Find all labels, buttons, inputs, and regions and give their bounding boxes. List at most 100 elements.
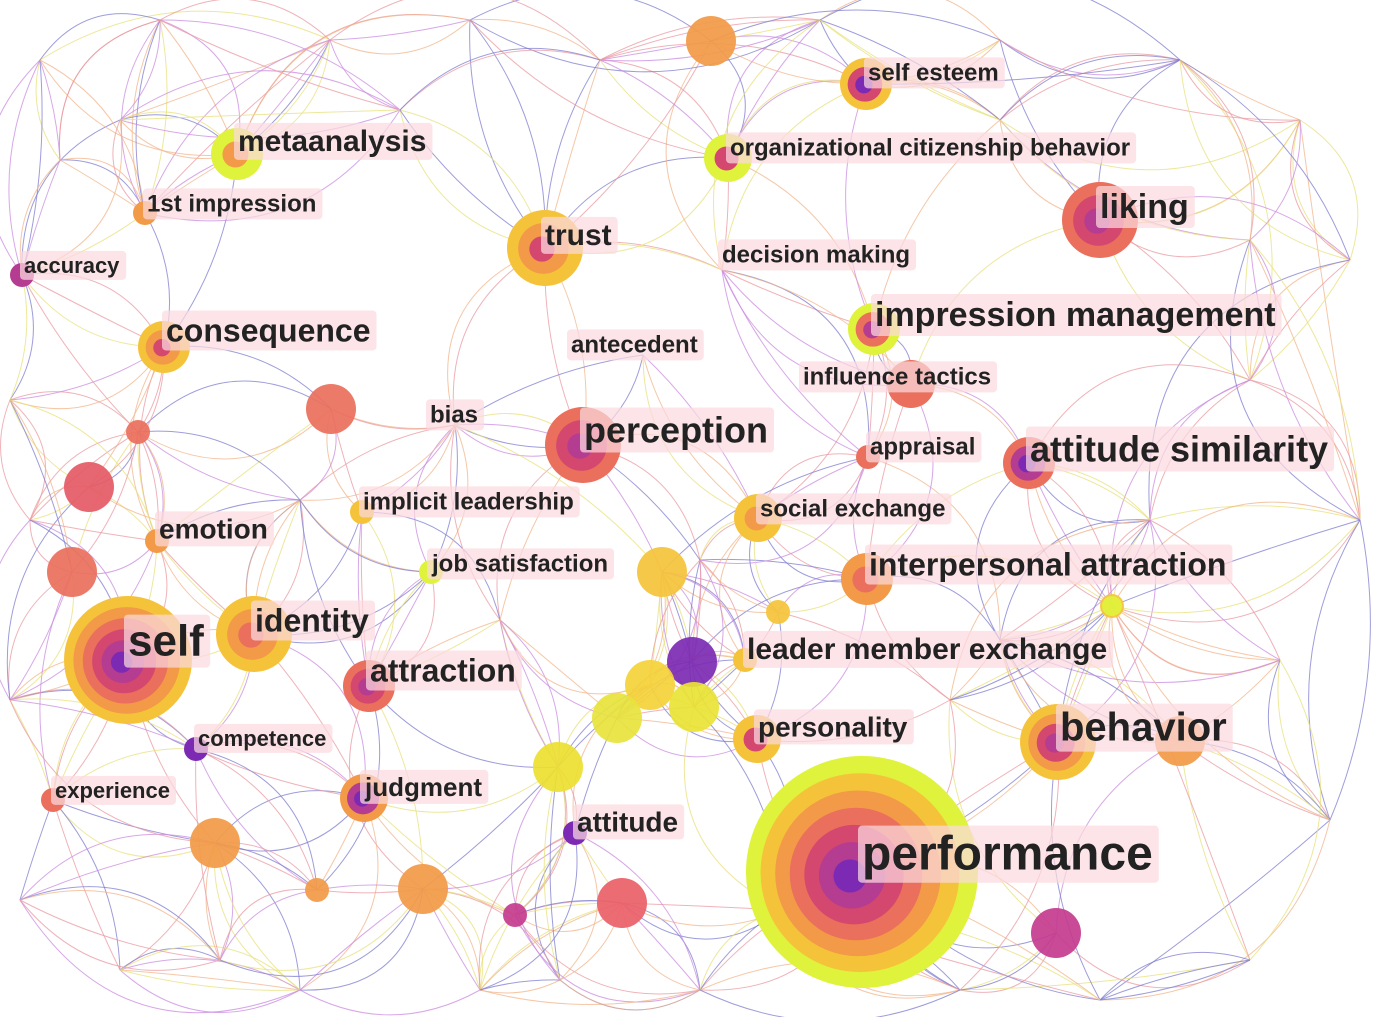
network-edge — [514, 914, 701, 995]
label-background — [359, 486, 580, 518]
network-edge — [710, 9, 1001, 42]
label-attraction: attraction — [366, 650, 522, 691]
network-edge — [137, 430, 301, 501]
unlabeled-node — [503, 903, 527, 927]
network-edge — [1111, 605, 1281, 661]
network-edge — [58, 19, 161, 161]
network-edge — [9, 274, 28, 401]
label-social-exchange: social exchange — [756, 493, 952, 525]
network-edge — [9, 399, 73, 573]
network-edge — [195, 748, 318, 891]
unlabeled-node — [637, 547, 687, 597]
node-label: leader member exchange — [747, 633, 1107, 666]
network-edge — [845, 83, 875, 330]
network-edge — [1149, 505, 1361, 521]
label-background — [427, 548, 615, 580]
unlabeled-node — [597, 878, 647, 928]
network-edge — [543, 766, 561, 981]
network-edge — [329, 19, 471, 55]
network-edge — [399, 49, 601, 111]
label-job-satisfaction: job satisfaction — [427, 548, 615, 580]
label-background — [799, 361, 998, 393]
node-label: behavior — [1060, 706, 1227, 750]
network-edge — [119, 70, 401, 121]
network-edge — [450, 424, 501, 621]
unlabeled-node — [126, 420, 150, 444]
network-edge — [9, 399, 73, 573]
network-edge — [1249, 239, 1361, 521]
network-edge — [1299, 119, 1361, 521]
label-background — [865, 544, 1233, 585]
label-background — [718, 239, 917, 271]
network-edge — [19, 899, 221, 961]
network-edge — [867, 456, 1001, 641]
network-edge — [819, 0, 1001, 41]
label-personality: personality — [754, 709, 914, 745]
network-edge — [159, 19, 401, 111]
network-edge — [642, 354, 759, 519]
label-background — [864, 57, 1005, 89]
label-implicit-leadership: implicit leadership — [359, 486, 580, 518]
network-edge — [299, 797, 379, 991]
label-background — [754, 709, 914, 745]
network-edge — [39, 59, 238, 157]
unlabeled-node — [592, 693, 642, 743]
network-edge — [665, 40, 723, 271]
network-edge — [19, 886, 221, 961]
network-edge — [163, 345, 332, 410]
label-background — [871, 293, 1282, 336]
network-edge — [19, 899, 301, 1014]
node-label: experience — [55, 778, 170, 803]
label-self-esteem: self esteem — [864, 57, 1005, 89]
node-label: attitude similarity — [1030, 429, 1328, 470]
network-edge — [0, 519, 31, 701]
network-edge — [1179, 59, 1351, 261]
network-edge — [1111, 605, 1251, 961]
network-edge — [130, 346, 165, 542]
network-edge — [35, 59, 61, 161]
node-label: consequence — [166, 312, 371, 348]
label-background — [541, 216, 618, 254]
network-edge — [219, 888, 424, 971]
label-identity: identity — [251, 600, 375, 641]
network-edge — [329, 19, 471, 41]
network-edge — [39, 10, 331, 61]
network-edge — [559, 979, 701, 1011]
label-self: self — [124, 614, 211, 668]
network-edge — [9, 274, 34, 401]
network-edge — [1179, 740, 1251, 961]
unlabeled-node — [306, 384, 356, 434]
network-edge — [511, 766, 561, 981]
network-edge — [120, 19, 161, 214]
node-label: interpersonal attraction — [869, 546, 1226, 582]
network-edge — [119, 969, 301, 991]
label-accuracy: accuracy — [20, 250, 127, 280]
network-edge — [479, 832, 576, 991]
network-edge — [119, 945, 301, 991]
label-background — [366, 650, 522, 691]
node-label: emotion — [159, 513, 268, 544]
network-edge — [999, 39, 1181, 79]
network-edge — [219, 888, 424, 977]
label-decision-making: decision making — [718, 239, 917, 271]
label-experience: experience — [51, 775, 176, 805]
network-edge — [1055, 740, 1181, 934]
network-edge — [329, 39, 401, 111]
label-liking: liking — [1096, 185, 1195, 228]
network-edge — [8, 59, 41, 276]
unlabeled-node — [305, 878, 329, 902]
network-edge — [19, 799, 54, 901]
network-edge — [999, 39, 1181, 76]
network-edge — [514, 914, 701, 1003]
network-edge — [469, 19, 729, 159]
label-background — [234, 122, 433, 160]
network-edge — [479, 979, 561, 991]
network-edge — [1329, 519, 1371, 821]
node-label: performance — [862, 828, 1153, 881]
label-background — [580, 407, 775, 453]
label-background — [858, 825, 1159, 883]
network-edge — [1099, 951, 1251, 1001]
node-label: metaanalysis — [238, 125, 426, 158]
network-edge — [1099, 819, 1331, 1001]
network-edge — [1249, 259, 1351, 381]
